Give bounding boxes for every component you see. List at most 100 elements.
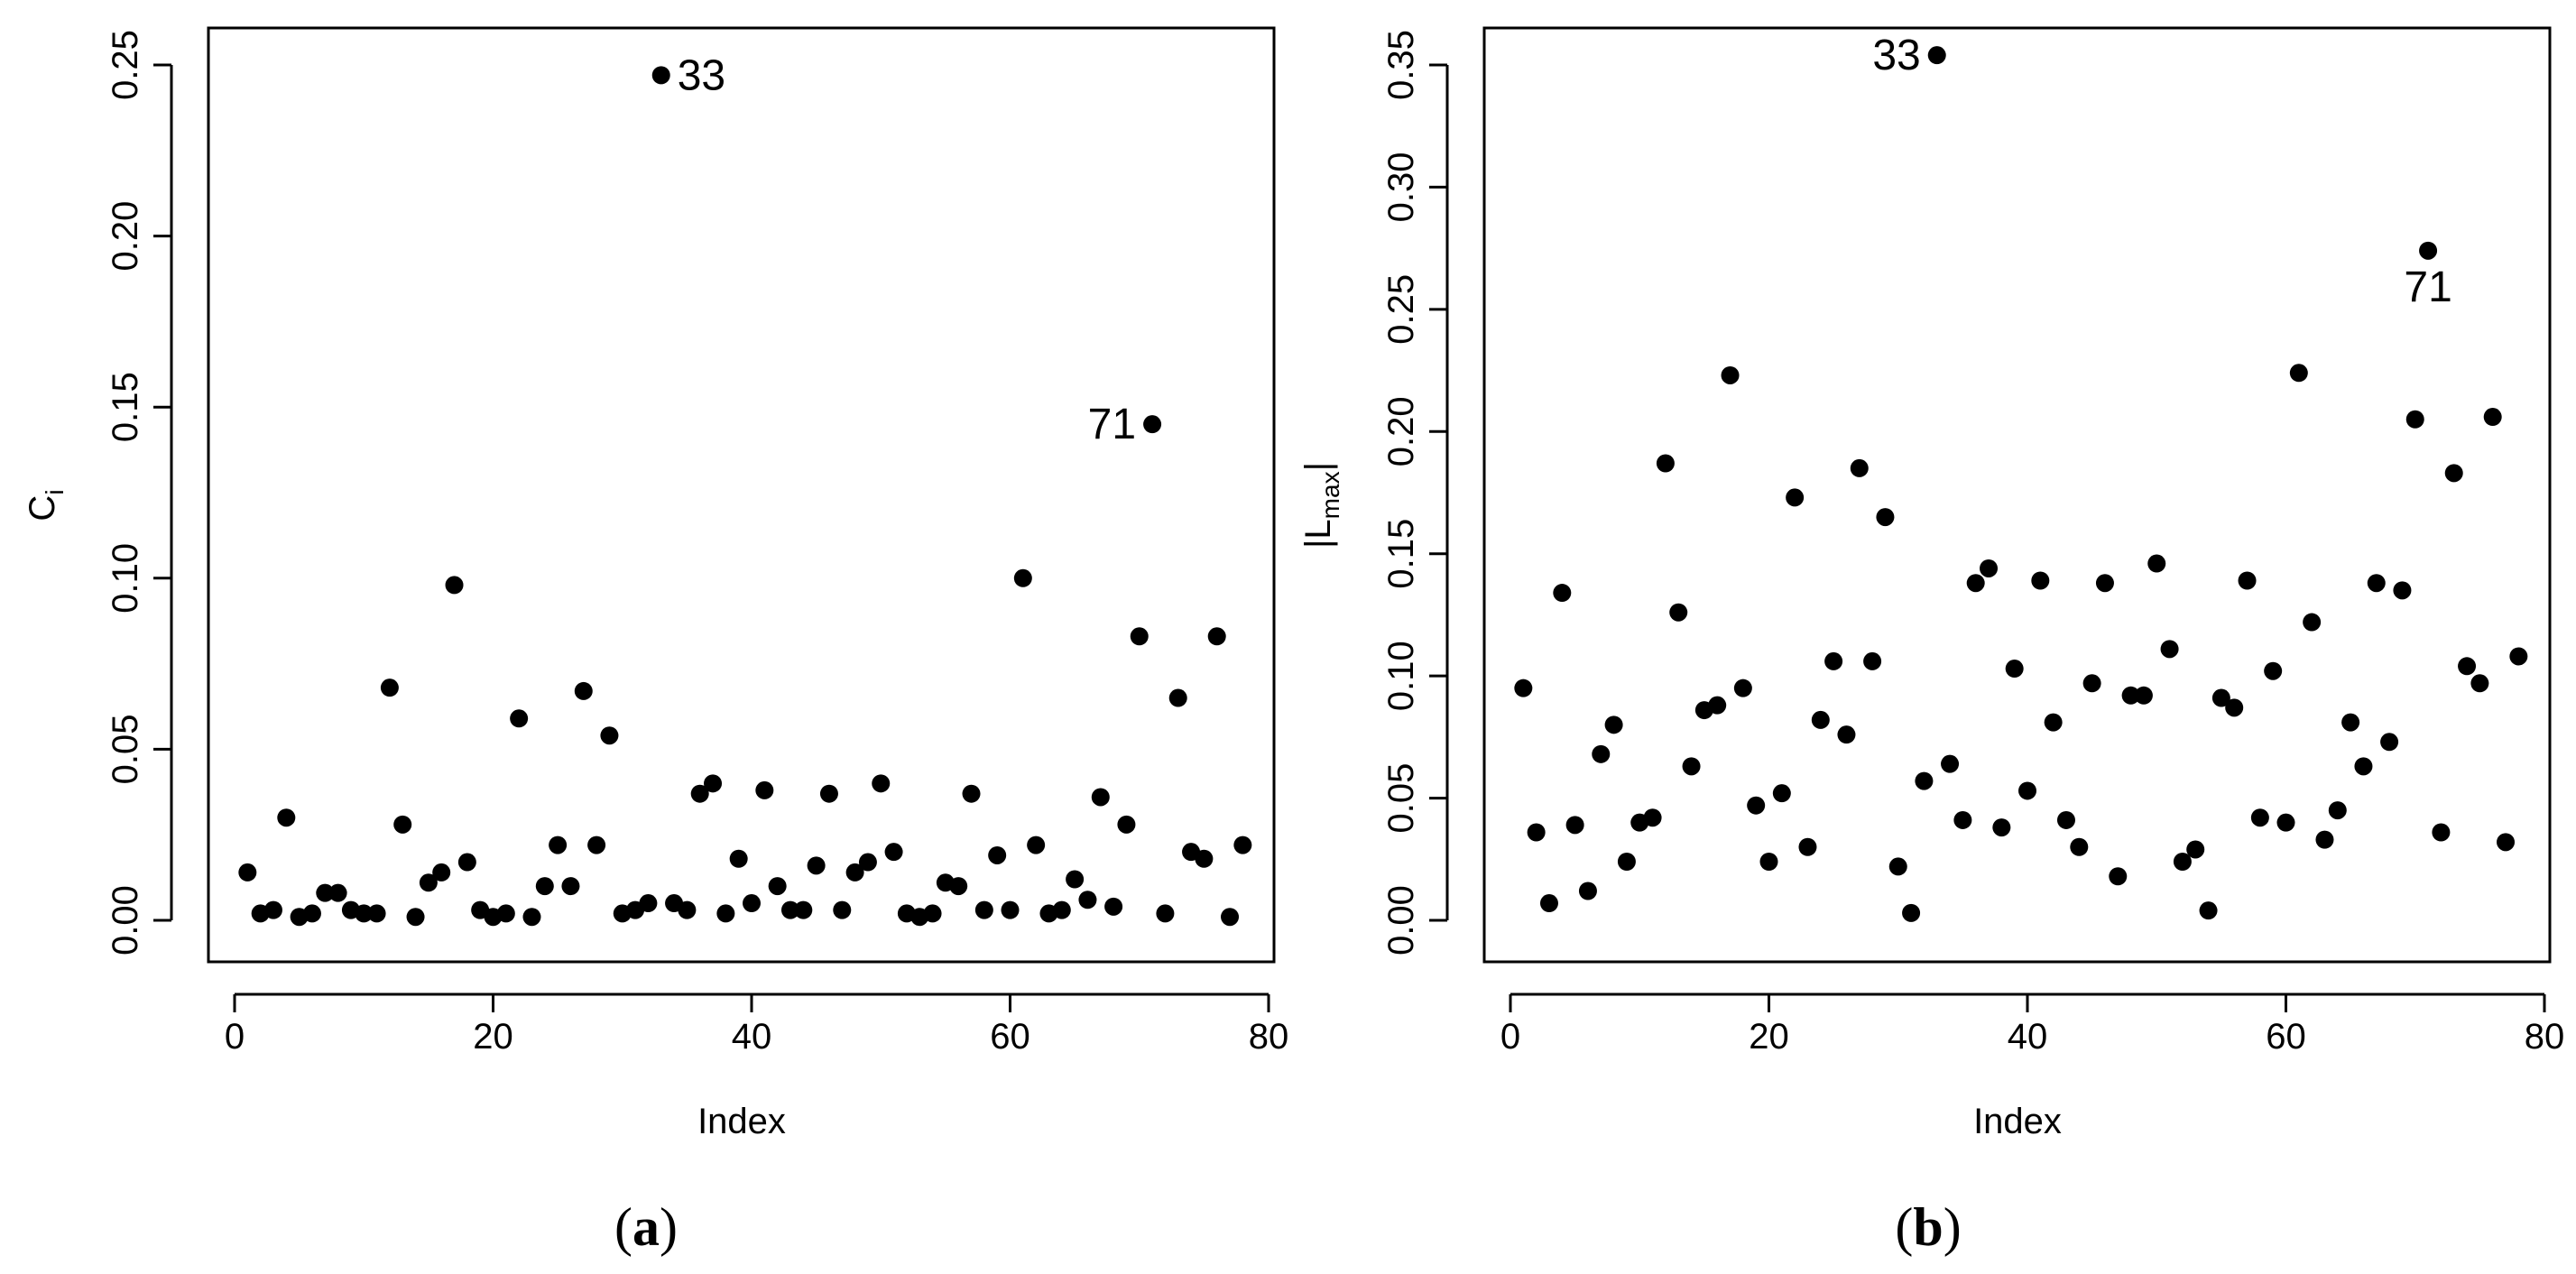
panel-b-data-point bbox=[1888, 857, 1907, 876]
panel-b-data-point bbox=[1759, 852, 1778, 871]
panel-b-data-point bbox=[1850, 458, 1869, 477]
panel-a-data-point bbox=[1168, 688, 1187, 707]
panel-b-data-point bbox=[1824, 651, 1843, 670]
panel-a-data-point bbox=[367, 904, 386, 923]
panel-b-x-tick-label: 20 bbox=[1749, 1017, 1789, 1057]
panel-a-data-point bbox=[587, 835, 606, 854]
panel-b-data-point bbox=[1527, 823, 1546, 842]
panel-a-data-point bbox=[522, 908, 541, 927]
panel-b-y-axis-title: |Lmax| bbox=[1298, 462, 1344, 549]
panel-b-data-point bbox=[2186, 840, 2205, 859]
panel-a-data-point bbox=[1052, 900, 1071, 919]
panel-b-data-point bbox=[1514, 679, 1533, 697]
panel-b-data-point bbox=[1669, 603, 1688, 622]
panel-a-data-point bbox=[1143, 415, 1162, 434]
panel-a-data-point bbox=[1117, 815, 1136, 834]
panel-b-data-point bbox=[2264, 661, 2283, 680]
panel-a-data-point bbox=[328, 883, 347, 902]
panel-b-data-point bbox=[1902, 903, 1921, 922]
panel-b-label: (b) bbox=[1895, 1197, 1961, 1257]
panel-b-y-tick-label: 0.25 bbox=[1381, 274, 1421, 345]
panel-a-data-point bbox=[858, 853, 877, 872]
panel-b-annotations: 33 71 bbox=[1872, 32, 2451, 311]
panel-b-data-point bbox=[2018, 781, 2036, 800]
panel-b-data-point bbox=[1747, 796, 1766, 815]
panel-a-data-point bbox=[1104, 897, 1123, 916]
panel-a-data-point bbox=[1027, 835, 1046, 854]
panel-b-x-axis-title: Index bbox=[1973, 1102, 2062, 1141]
panel-a-data-point bbox=[549, 835, 568, 854]
panel-a: 0 20 40 60 80 0.00 0.05 0.10 0.15 0.20 0.25 33 71 I… bbox=[23, 26, 1288, 1257]
panel-b-points bbox=[1514, 46, 2528, 922]
panel-b-data-point bbox=[2289, 364, 2308, 383]
panel-a-point-annotation: 33 bbox=[678, 51, 725, 99]
panel-b-data-point bbox=[2380, 733, 2399, 752]
panel-a-data-point bbox=[768, 877, 787, 896]
panel-b-data-point bbox=[2211, 688, 2230, 707]
panel-a-data-point bbox=[743, 894, 761, 913]
panel-a-data-point bbox=[419, 873, 438, 892]
panel-a-x-tick-label: 0 bbox=[225, 1017, 245, 1057]
panel-b-data-point bbox=[2044, 713, 2063, 732]
panel-a-data-point bbox=[884, 843, 903, 862]
panel-b-data-point bbox=[2031, 571, 2050, 590]
panel-b-data-point bbox=[2458, 657, 2477, 676]
panel-a-data-point bbox=[833, 900, 852, 919]
panel-a-data-point bbox=[794, 900, 813, 919]
panel-a-data-point bbox=[561, 877, 580, 896]
panel-b-data-point bbox=[2199, 901, 2218, 920]
panel-a-data-point bbox=[807, 856, 826, 875]
panel-b-data-point bbox=[2134, 686, 2153, 705]
panel-b-data-point bbox=[1863, 651, 1882, 670]
panel-b-point-annotation: 33 bbox=[1872, 32, 1920, 79]
panel-b-data-point bbox=[2315, 830, 2334, 849]
panel-b-data-point bbox=[1578, 882, 1597, 900]
panel-a-data-point bbox=[457, 853, 476, 872]
panel-a-y-tick-label: 0.15 bbox=[106, 372, 145, 442]
panel-a-x-tick-label: 40 bbox=[732, 1017, 772, 1057]
panel-b-data-point bbox=[1592, 744, 1611, 763]
panel-a-x-tick-label: 60 bbox=[990, 1017, 1030, 1057]
panel-a-data-point bbox=[704, 774, 723, 793]
panel-a-data-point bbox=[729, 849, 748, 868]
panel-a-data-point bbox=[819, 784, 838, 803]
panel-b-data-point bbox=[1643, 808, 1662, 827]
panel-a-data-point bbox=[406, 908, 425, 927]
panel-a-data-point bbox=[690, 784, 709, 803]
panel-b-y-tick-label: 0.15 bbox=[1381, 519, 1421, 589]
panel-a-y-tick-label: 0.25 bbox=[106, 30, 145, 100]
panel-b-data-point bbox=[1721, 365, 1740, 384]
panel-a-data-point bbox=[1001, 900, 1020, 919]
panel-a-data-point bbox=[1207, 627, 1226, 646]
panel-a-data-point bbox=[639, 894, 658, 913]
panel-b-data-point bbox=[2250, 808, 2269, 827]
panel-a-y-tick-label: 0.10 bbox=[106, 543, 145, 614]
panel-a-data-point bbox=[1221, 908, 1240, 927]
panel-a-data-point bbox=[574, 681, 593, 700]
panel-b-data-point bbox=[2303, 613, 2322, 632]
panel-b-data-point bbox=[2121, 686, 2140, 705]
panel-b-data-point bbox=[1915, 771, 1934, 790]
panel-b-data-point bbox=[2470, 674, 2489, 693]
panel-b-data-point bbox=[1539, 894, 1558, 913]
panel-a-x-tick-label: 20 bbox=[473, 1017, 513, 1057]
panel-a-point-annotation: 71 bbox=[1088, 401, 1136, 448]
panel-b: 0 20 40 60 80 0.00 0.05 0.10 0.15 0.20 0.25 0.30 0.3… bbox=[1298, 26, 2565, 1257]
panel-b-data-point bbox=[1656, 454, 1675, 473]
panel-a-data-point bbox=[302, 904, 321, 923]
panel-b-data-point bbox=[2082, 674, 2101, 693]
panel-b-data-point bbox=[1733, 679, 1752, 697]
panel-a-data-point bbox=[845, 863, 864, 882]
panel-b-x-tick-label: 80 bbox=[2525, 1017, 2565, 1057]
panel-b-x-tick-label: 60 bbox=[2266, 1017, 2306, 1057]
panel-b-data-point bbox=[1682, 757, 1701, 776]
panel-b-data-point bbox=[2444, 464, 2463, 483]
panel-b-data-point bbox=[2354, 757, 2373, 776]
panel-a-data-point bbox=[1091, 788, 1110, 807]
panel-a-data-point bbox=[716, 904, 735, 923]
panel-b-data-point bbox=[1941, 754, 1960, 773]
panel-a-data-point bbox=[600, 726, 619, 745]
panel-b-data-point bbox=[2109, 867, 2128, 886]
panel-a-axes: 0 20 40 60 80 0.00 0.05 0.10 0.15 0.20 0.25 bbox=[106, 30, 1288, 1057]
